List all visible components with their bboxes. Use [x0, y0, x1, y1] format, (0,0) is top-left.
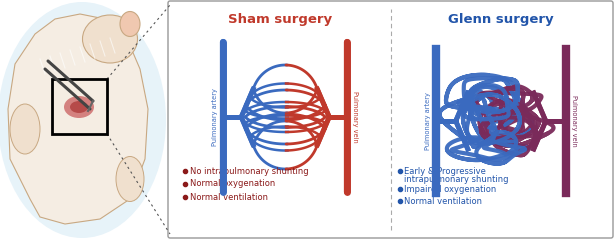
Text: Normal oxygenation: Normal oxygenation: [190, 179, 276, 189]
Text: intrapulmonary shunting: intrapulmonary shunting: [405, 174, 509, 184]
Text: Normal ventilation: Normal ventilation: [405, 196, 483, 206]
Ellipse shape: [120, 11, 140, 37]
Text: Glenn surgery: Glenn surgery: [448, 13, 554, 26]
Ellipse shape: [82, 15, 138, 63]
Text: No intrapulmonary shunting: No intrapulmonary shunting: [190, 167, 309, 175]
FancyBboxPatch shape: [168, 1, 613, 238]
Text: Pulmonary vein: Pulmonary vein: [571, 95, 577, 147]
Text: Early & Progressive: Early & Progressive: [405, 167, 486, 175]
Text: Normal ventilation: Normal ventilation: [190, 192, 268, 201]
Text: Pulmonary artery: Pulmonary artery: [425, 92, 430, 150]
Ellipse shape: [0, 2, 166, 238]
Ellipse shape: [70, 101, 88, 113]
Text: Pulmonary artery: Pulmonary artery: [212, 88, 218, 146]
Polygon shape: [8, 14, 148, 224]
Text: Pulmonary vein: Pulmonary vein: [352, 91, 359, 143]
Ellipse shape: [116, 157, 144, 201]
Ellipse shape: [64, 96, 94, 118]
Ellipse shape: [10, 104, 40, 154]
Bar: [52, 79, 107, 134]
Text: Impaired oxygenation: Impaired oxygenation: [405, 185, 497, 194]
Text: Sham surgery: Sham surgery: [228, 13, 332, 26]
